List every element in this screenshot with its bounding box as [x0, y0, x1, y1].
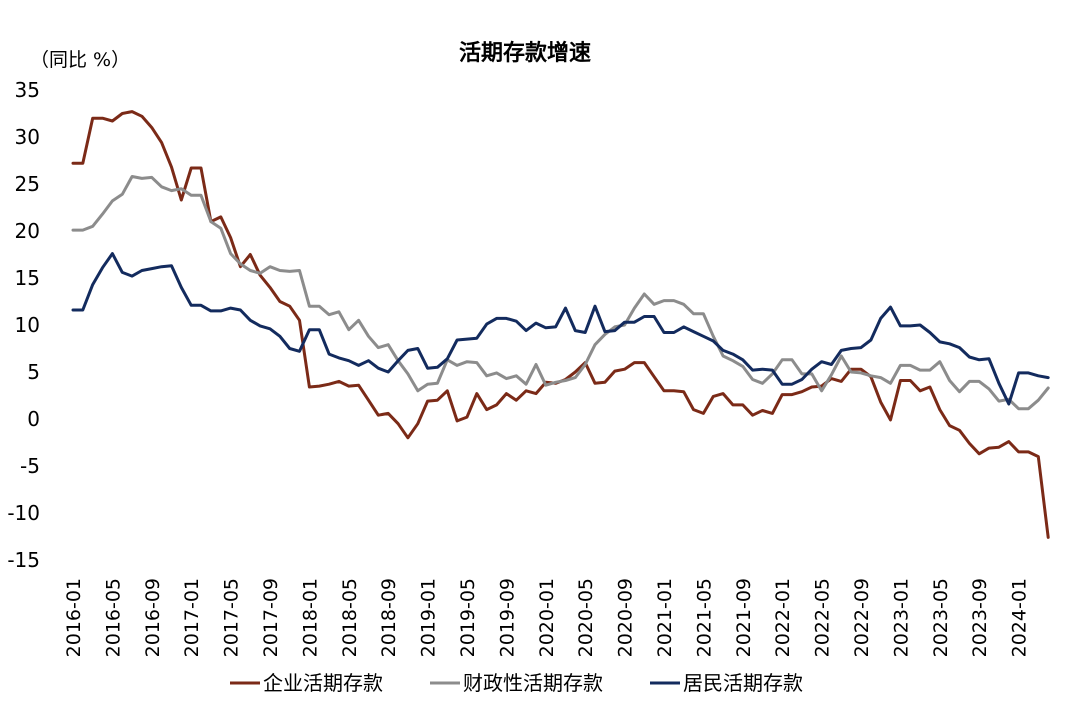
- x-tick-label: 2020-01: [536, 578, 558, 657]
- x-tick-label: 2021-05: [693, 578, 715, 657]
- x-tick-label: 2020-09: [615, 578, 637, 657]
- x-tick-label: 2018-01: [299, 578, 321, 657]
- x-axis-ticks: 2016-01 2016-05 2016-09 2017-01 2017-05 2017-…: [63, 578, 1031, 657]
- x-tick-label: 2019-09: [496, 578, 518, 657]
- y-tick-label: 0: [27, 407, 40, 431]
- x-tick-label: 2024-01: [1009, 578, 1031, 657]
- y-axis-ticks: 35 30 25 20 15 10 5 0 -5 -10 -15: [7, 78, 40, 572]
- y-axis-unit-label: （同比 %）: [30, 49, 130, 71]
- legend: 企业活期存款 财政性活期存款 居民活期存款: [230, 671, 803, 695]
- y-tick-label: 10: [15, 313, 40, 337]
- legend-label-3: 居民活期存款: [683, 671, 803, 695]
- y-tick-label: 35: [15, 78, 40, 102]
- x-tick-label: 2018-05: [339, 578, 361, 657]
- x-tick-label: 2021-09: [733, 578, 755, 657]
- y-tick-label: 20: [15, 219, 40, 243]
- x-tick-label: 2021-01: [654, 578, 676, 657]
- legend-label-1: 企业活期存款: [263, 671, 383, 695]
- series-line-3: [71, 252, 1050, 406]
- x-tick-label: 2017-05: [221, 578, 243, 657]
- x-tick-label: 2016-05: [102, 578, 124, 657]
- x-tick-label: 2023-01: [890, 578, 912, 657]
- x-tick-label: 2017-01: [181, 578, 203, 657]
- y-tick-label: 30: [15, 125, 40, 149]
- x-tick-label: 2018-09: [378, 578, 400, 657]
- x-tick-label: 2022-05: [812, 578, 834, 657]
- x-tick-label: 2023-09: [969, 578, 991, 657]
- x-tick-label: 2019-01: [418, 578, 440, 657]
- y-tick-label: -5: [20, 454, 40, 478]
- x-tick-label: 2020-05: [575, 578, 597, 657]
- y-tick-label: 15: [15, 266, 40, 290]
- x-tick-label: 2017-09: [260, 578, 282, 657]
- series-lines: [71, 110, 1050, 539]
- chart-title: 活期存款增速: [459, 40, 591, 66]
- y-tick-label: -10: [7, 501, 40, 525]
- x-tick-label: 2016-09: [142, 578, 164, 657]
- series-line-2: [71, 175, 1050, 411]
- x-tick-label: 2022-09: [851, 578, 873, 657]
- y-tick-label: 25: [15, 172, 40, 196]
- legend-label-2: 财政性活期存款: [463, 671, 603, 695]
- x-tick-label: 2022-01: [772, 578, 794, 657]
- y-tick-label: -15: [7, 548, 40, 572]
- y-tick-label: 5: [27, 360, 40, 384]
- x-tick-label: 2016-01: [63, 578, 85, 657]
- x-tick-label: 2019-05: [457, 578, 479, 657]
- x-tick-label: 2023-05: [930, 578, 952, 657]
